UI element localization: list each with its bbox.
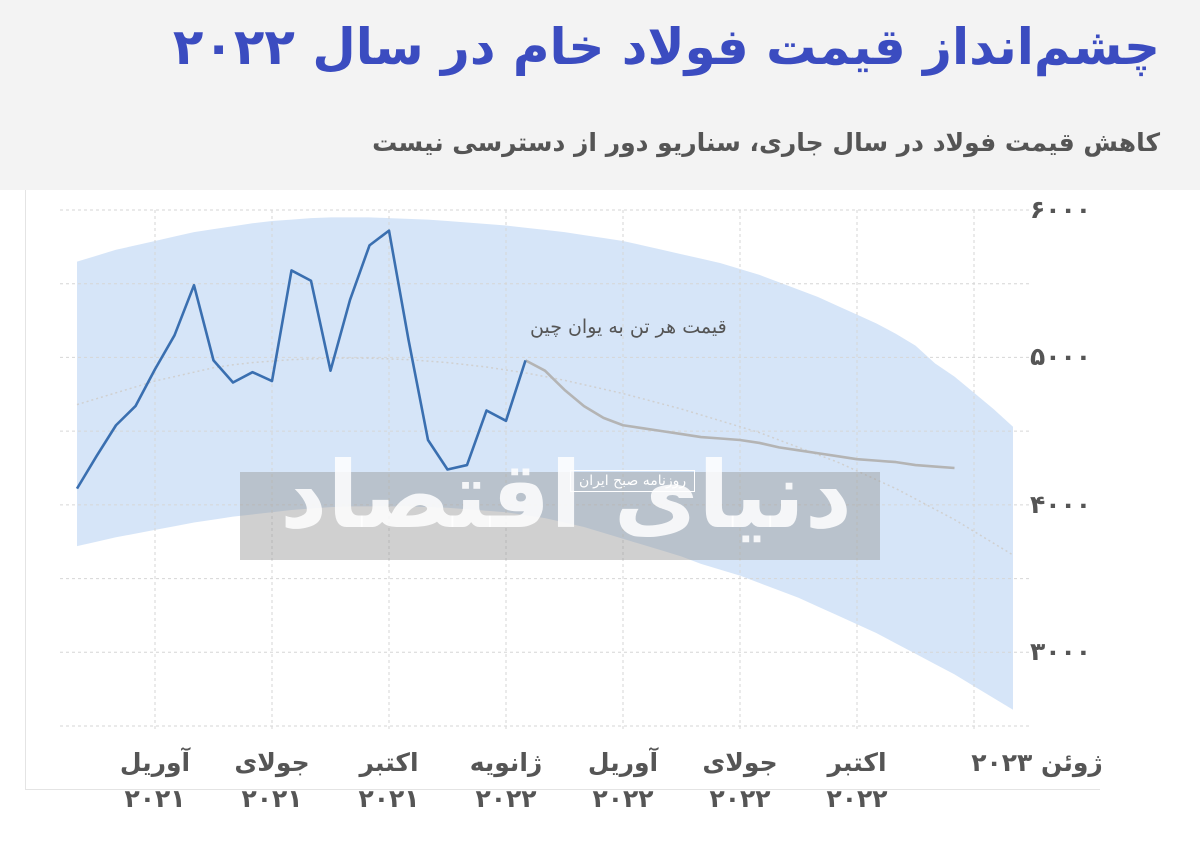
x-tick-label: اکتبر ۲۰۲۲ bbox=[826, 748, 888, 813]
forecast-band bbox=[77, 217, 1013, 710]
series-line bbox=[524, 359, 955, 470]
header: چشم‌انداز قیمت فولاد خام در سال ۲۰۲۲ کاه… bbox=[0, 0, 1200, 190]
y-tick-label: ۵۰۰۰ bbox=[1030, 342, 1092, 372]
x-tick-label: ژانویه ۲۰۲۲ bbox=[469, 748, 543, 813]
y-tick-label: ۳۰۰۰ bbox=[1030, 637, 1092, 667]
annotation: قیمت هر تن به یوان چین bbox=[530, 316, 727, 338]
watermark-subtext: روزنامه صبح ایران bbox=[570, 470, 696, 492]
watermark: دنیای اقتصاد روزنامه صبح ایران bbox=[240, 442, 880, 560]
chart-subtitle: کاهش قیمت فولاد در سال جاری، سناریو دور … bbox=[372, 128, 1160, 157]
x-tick-label: ژوئن ۲۰۲۳ bbox=[971, 748, 1103, 777]
chart-title: چشم‌انداز قیمت فولاد خام در سال ۲۰۲۲ bbox=[172, 18, 1160, 76]
x-tick-label: آوریل ۲۰۲۲ bbox=[587, 748, 659, 813]
x-tick-label: آوریل ۲۰۲۱ bbox=[119, 748, 191, 813]
series-line bbox=[75, 229, 527, 490]
y-tick-label: ۶۰۰۰ bbox=[1030, 195, 1092, 224]
y-tick-label: ۴۰۰۰ bbox=[1030, 489, 1092, 519]
x-tick-label: اکتبر ۲۰۲۱ bbox=[358, 748, 420, 813]
series-line bbox=[76, 357, 1014, 556]
x-tick-label: جولای ۲۰۲۱ bbox=[234, 748, 310, 813]
plot-frame bbox=[25, 190, 1100, 790]
watermark-text: دنیای اقتصاد bbox=[280, 442, 852, 549]
x-tick-label: جولای ۲۰۲۲ bbox=[702, 748, 778, 813]
